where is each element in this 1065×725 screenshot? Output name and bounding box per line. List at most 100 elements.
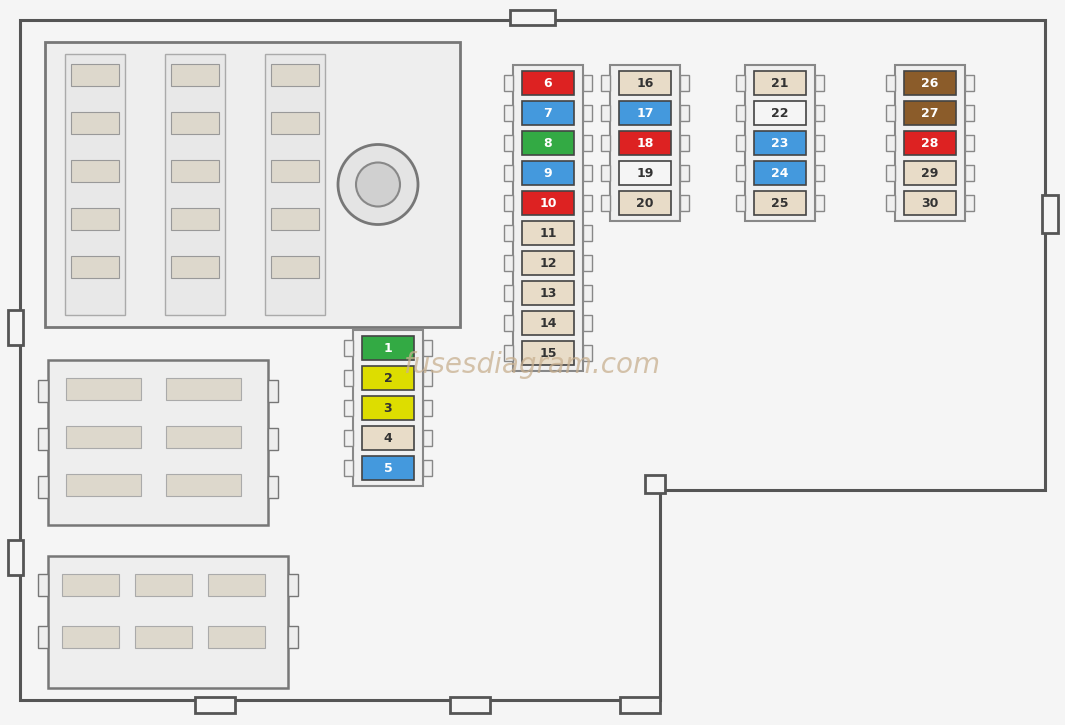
Bar [423, 400, 432, 416]
Bar [619, 161, 671, 185]
Bar [904, 101, 956, 125]
Bar [166, 378, 241, 400]
Bar [504, 225, 513, 241]
Text: 4: 4 [383, 431, 392, 444]
Text: 10: 10 [539, 196, 557, 210]
Text: 15: 15 [539, 347, 557, 360]
Bar [344, 400, 353, 416]
Bar [736, 105, 746, 121]
Bar [522, 161, 574, 185]
Bar [504, 195, 513, 211]
Bar [522, 311, 574, 335]
Text: 18: 18 [636, 136, 654, 149]
Text: 22: 22 [771, 107, 789, 120]
Bar [344, 430, 353, 446]
Bar [904, 71, 956, 95]
Text: 21: 21 [771, 77, 789, 89]
Bar [522, 221, 574, 245]
Bar [344, 460, 353, 476]
Bar [736, 75, 746, 91]
Text: 20: 20 [636, 196, 654, 210]
Bar [886, 195, 895, 211]
Bar [601, 135, 610, 151]
Bar [208, 574, 265, 596]
Bar [195, 697, 235, 713]
Text: 14: 14 [539, 317, 557, 329]
Text: 9: 9 [544, 167, 553, 180]
Bar [815, 105, 824, 121]
Bar [746, 65, 815, 221]
Bar [271, 208, 320, 230]
Bar [66, 426, 141, 448]
Bar [522, 341, 574, 365]
Bar [583, 105, 592, 121]
Bar [754, 71, 806, 95]
Bar [38, 380, 48, 402]
Bar [601, 165, 610, 181]
Bar [601, 75, 610, 91]
Bar [601, 195, 610, 211]
Bar [620, 697, 660, 713]
Bar [423, 460, 432, 476]
Text: 28: 28 [921, 136, 938, 149]
Bar [504, 105, 513, 121]
Bar [165, 54, 225, 315]
Bar [344, 370, 353, 386]
Bar [583, 315, 592, 331]
Bar [754, 131, 806, 155]
Bar [66, 378, 141, 400]
Bar [904, 161, 956, 185]
Text: 5: 5 [383, 462, 392, 474]
Bar [71, 208, 119, 230]
Bar [362, 426, 414, 450]
Bar [504, 315, 513, 331]
Bar [423, 430, 432, 446]
Bar [423, 340, 432, 356]
Bar [504, 345, 513, 361]
Bar [583, 135, 592, 151]
Bar [522, 101, 574, 125]
Bar [423, 370, 432, 386]
Bar [886, 135, 895, 151]
Bar [583, 195, 592, 211]
Text: 11: 11 [539, 226, 557, 239]
Bar [62, 574, 119, 596]
Bar [450, 697, 490, 713]
Bar [679, 75, 689, 91]
Bar [166, 474, 241, 496]
Bar [271, 64, 320, 86]
Bar [38, 476, 48, 498]
Bar [754, 101, 806, 125]
Bar [886, 165, 895, 181]
Bar [362, 456, 414, 480]
Bar [171, 208, 219, 230]
Bar [513, 65, 583, 371]
Bar [610, 65, 679, 221]
Bar [619, 101, 671, 125]
Bar [965, 195, 974, 211]
Bar [9, 310, 23, 345]
Bar [679, 165, 689, 181]
Bar [583, 255, 592, 271]
Bar [504, 165, 513, 181]
Bar [504, 75, 513, 91]
Bar [288, 626, 298, 648]
Bar [583, 165, 592, 181]
Bar [619, 191, 671, 215]
Text: 13: 13 [539, 286, 557, 299]
Text: 27: 27 [921, 107, 938, 120]
Bar [208, 626, 265, 648]
Bar [522, 131, 574, 155]
Bar [736, 135, 746, 151]
Bar [9, 540, 23, 575]
Bar [965, 105, 974, 121]
Text: 12: 12 [539, 257, 557, 270]
Bar [522, 281, 574, 305]
Text: 1: 1 [383, 341, 392, 355]
Bar [583, 345, 592, 361]
Bar [904, 131, 956, 155]
Text: 7: 7 [543, 107, 553, 120]
Bar [62, 626, 119, 648]
Bar [504, 285, 513, 301]
Bar [353, 330, 423, 486]
